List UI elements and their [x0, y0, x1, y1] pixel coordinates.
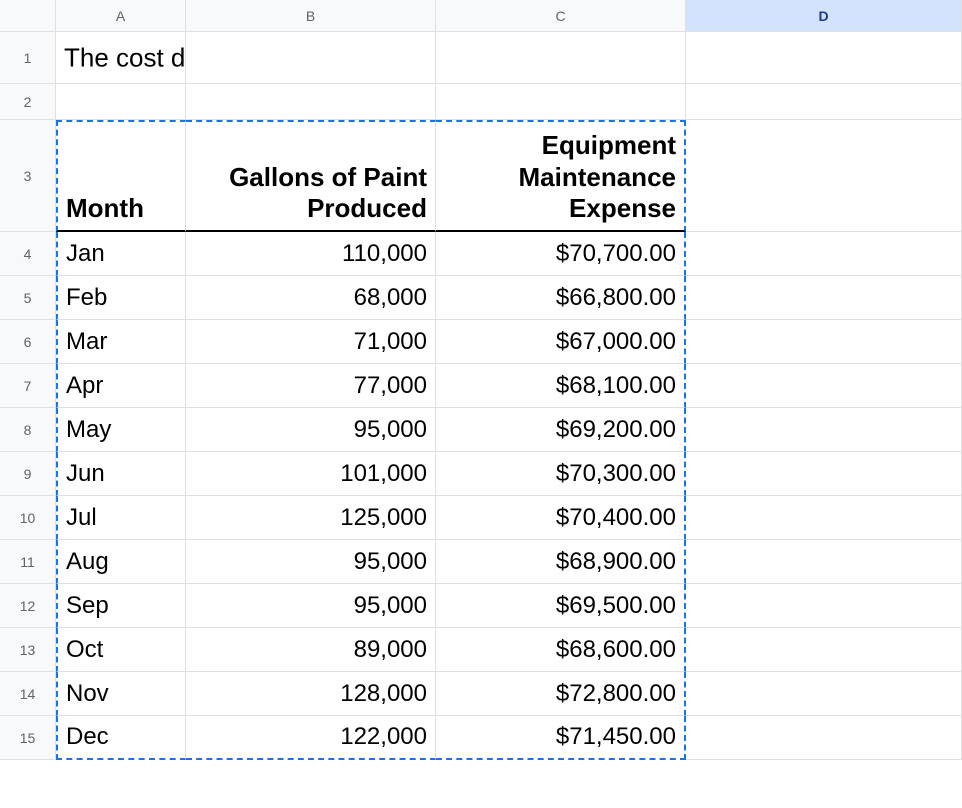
- row-header-10[interactable]: 10: [0, 496, 56, 540]
- title-text: The cost data for Evencoat Paint for the…: [64, 42, 186, 73]
- cell-A14[interactable]: Nov: [56, 672, 186, 716]
- header-expense-l1: Equipment: [542, 130, 676, 161]
- cell-A12[interactable]: Sep: [56, 584, 186, 628]
- cell-C15[interactable]: $71,450.00: [436, 716, 686, 760]
- cell-D7[interactable]: [686, 364, 962, 408]
- header-expense-l3: Expense: [569, 193, 676, 224]
- cell-C6[interactable]: $67,000.00: [436, 320, 686, 364]
- cell-D3[interactable]: [686, 120, 962, 232]
- cell-A6[interactable]: Mar: [56, 320, 186, 364]
- col-header-C[interactable]: C: [436, 0, 686, 32]
- row-header-11[interactable]: 11: [0, 540, 56, 584]
- cell-B2[interactable]: [186, 84, 436, 120]
- cell-B15[interactable]: 122,000: [186, 716, 436, 760]
- cell-B1[interactable]: [186, 32, 436, 84]
- cell-C9[interactable]: $70,300.00: [436, 452, 686, 496]
- row-header-7[interactable]: 7: [0, 364, 56, 408]
- cell-C5[interactable]: $66,800.00: [436, 276, 686, 320]
- col-header-B[interactable]: B: [186, 0, 436, 32]
- row-header-2[interactable]: 2: [0, 84, 56, 120]
- cell-D13[interactable]: [686, 628, 962, 672]
- cell-C3[interactable]: Equipment Maintenance Expense: [436, 120, 686, 232]
- col-header-A[interactable]: A: [56, 0, 186, 32]
- cell-A8[interactable]: May: [56, 408, 186, 452]
- cell-B10[interactable]: 125,000: [186, 496, 436, 540]
- cell-C4[interactable]: $70,700.00: [436, 232, 686, 276]
- header-month: Month: [66, 193, 144, 224]
- row-header-14[interactable]: 14: [0, 672, 56, 716]
- header-gallons-l1: Gallons of Paint: [229, 162, 427, 193]
- cell-B4[interactable]: 110,000: [186, 232, 436, 276]
- cell-C2[interactable]: [436, 84, 686, 120]
- cell-B14[interactable]: 128,000: [186, 672, 436, 716]
- cell-D9[interactable]: [686, 452, 962, 496]
- cell-B7[interactable]: 77,000: [186, 364, 436, 408]
- row-header-12[interactable]: 12: [0, 584, 56, 628]
- cell-D14[interactable]: [686, 672, 962, 716]
- cell-D1[interactable]: [686, 32, 962, 84]
- cell-B9[interactable]: 101,000: [186, 452, 436, 496]
- cell-C1[interactable]: [436, 32, 686, 84]
- cell-A9[interactable]: Jun: [56, 452, 186, 496]
- cell-D4[interactable]: [686, 232, 962, 276]
- row-header-5[interactable]: 5: [0, 276, 56, 320]
- cell-C11[interactable]: $68,900.00: [436, 540, 686, 584]
- row-header-3[interactable]: 3: [0, 120, 56, 232]
- cell-C12[interactable]: $69,500.00: [436, 584, 686, 628]
- cell-C10[interactable]: $70,400.00: [436, 496, 686, 540]
- cell-C13[interactable]: $68,600.00: [436, 628, 686, 672]
- cell-A4[interactable]: Jan: [56, 232, 186, 276]
- row-header-9[interactable]: 9: [0, 452, 56, 496]
- cell-D2[interactable]: [686, 84, 962, 120]
- cell-A2[interactable]: [56, 84, 186, 120]
- cell-B3[interactable]: Gallons of Paint Produced: [186, 120, 436, 232]
- col-header-D[interactable]: D: [686, 0, 962, 32]
- cell-B12[interactable]: 95,000: [186, 584, 436, 628]
- corner-select-all[interactable]: [0, 0, 56, 32]
- cell-A1[interactable]: The cost data for Evencoat Paint for the…: [56, 32, 186, 84]
- cell-B5[interactable]: 68,000: [186, 276, 436, 320]
- cell-C14[interactable]: $72,800.00: [436, 672, 686, 716]
- cell-D6[interactable]: [686, 320, 962, 364]
- cell-D11[interactable]: [686, 540, 962, 584]
- cell-B6[interactable]: 71,000: [186, 320, 436, 364]
- cell-A13[interactable]: Oct: [56, 628, 186, 672]
- spreadsheet-grid[interactable]: A B C D 1 The cost data for Evencoat Pai…: [0, 0, 962, 760]
- row-header-8[interactable]: 8: [0, 408, 56, 452]
- row-header-15[interactable]: 15: [0, 716, 56, 760]
- cell-A5[interactable]: Feb: [56, 276, 186, 320]
- cell-B11[interactable]: 95,000: [186, 540, 436, 584]
- row-header-6[interactable]: 6: [0, 320, 56, 364]
- cell-D15[interactable]: [686, 716, 962, 760]
- row-header-13[interactable]: 13: [0, 628, 56, 672]
- header-expense-l2: Maintenance: [519, 162, 677, 193]
- cell-D5[interactable]: [686, 276, 962, 320]
- header-gallons-l2: Produced: [307, 193, 427, 224]
- row-header-4[interactable]: 4: [0, 232, 56, 276]
- cell-A3[interactable]: Month: [56, 120, 186, 232]
- cell-C7[interactable]: $68,100.00: [436, 364, 686, 408]
- cell-A7[interactable]: Apr: [56, 364, 186, 408]
- cell-D8[interactable]: [686, 408, 962, 452]
- cell-A11[interactable]: Aug: [56, 540, 186, 584]
- cell-A15[interactable]: Dec: [56, 716, 186, 760]
- cell-B13[interactable]: 89,000: [186, 628, 436, 672]
- row-header-1[interactable]: 1: [0, 32, 56, 84]
- cell-D10[interactable]: [686, 496, 962, 540]
- cell-D12[interactable]: [686, 584, 962, 628]
- cell-A10[interactable]: Jul: [56, 496, 186, 540]
- cell-C8[interactable]: $69,200.00: [436, 408, 686, 452]
- cell-B8[interactable]: 95,000: [186, 408, 436, 452]
